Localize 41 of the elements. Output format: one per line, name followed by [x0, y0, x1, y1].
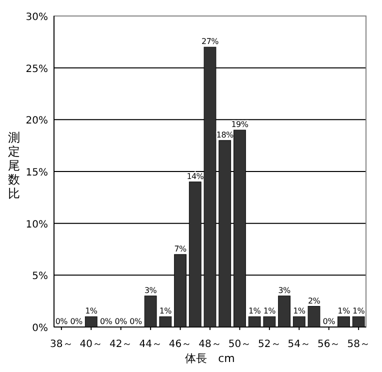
y-axis-title: 測定尾数比 [8, 130, 20, 200]
data-label: 1% [293, 306, 306, 316]
data-label: 1% [159, 306, 172, 316]
data-label: 18% [216, 130, 234, 140]
data-label: 0% [100, 317, 113, 326]
x-tick-label: 48～ [198, 339, 222, 350]
data-label: 27% [202, 37, 220, 46]
y-tick-label: 20% [26, 116, 48, 127]
data-label: 1% [85, 306, 98, 316]
x-tick-label: 50～ [228, 339, 252, 350]
data-label: 0% [114, 317, 128, 326]
data-label: 3% [144, 286, 158, 295]
x-tick-label: 54～ [288, 339, 311, 350]
data-label: 19% [231, 120, 249, 130]
x-tick-label: 56～ [317, 339, 340, 350]
y-tick-label: 15% [26, 168, 48, 178]
data-label: 3% [278, 286, 292, 295]
y-tick-label: 30% [26, 12, 48, 23]
x-tick-label: 38～ [50, 339, 73, 350]
y-tick-label: 0% [32, 323, 48, 334]
x-tick-label: 46～ [168, 339, 192, 350]
data-label: 0% [322, 317, 336, 326]
data-label: 1% [352, 306, 366, 316]
data-label: 0% [70, 317, 84, 326]
data-label: 2% [308, 296, 321, 306]
y-tick-label: 25% [26, 64, 48, 75]
data-label: 1% [263, 306, 276, 316]
x-tick-label: 42～ [109, 339, 132, 350]
data-label: 1% [338, 306, 350, 316]
y-tick-label: 10% [26, 219, 48, 230]
x-tick-label: 44～ [139, 339, 162, 350]
y-tick-label: 5% [32, 271, 48, 282]
x-tick-label: 52～ [258, 339, 281, 350]
data-label: 14% [186, 172, 204, 181]
x-axis-title: 体長 cm [185, 352, 235, 365]
data-label: 7% [174, 244, 188, 254]
data-label: 0% [55, 317, 68, 326]
x-tick-label: 58～ [347, 339, 370, 350]
x-tick-label: 40～ [80, 339, 103, 350]
data-label: 0% [130, 317, 142, 326]
data-label: 1% [248, 306, 262, 316]
